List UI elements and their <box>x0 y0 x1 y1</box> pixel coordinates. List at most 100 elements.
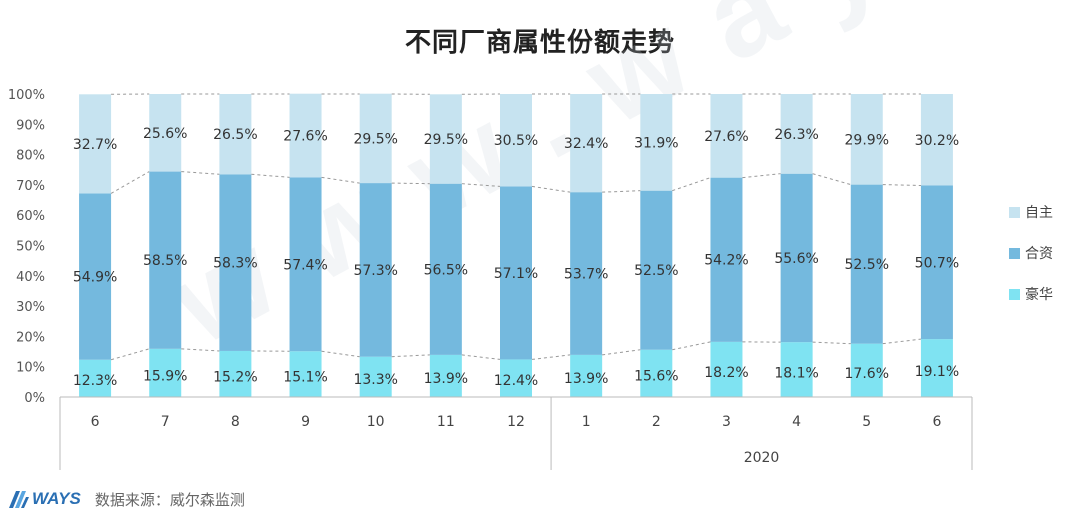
x-tick-label: 9 <box>301 414 310 430</box>
legend-swatch-豪华 <box>1009 289 1020 300</box>
data-label: 15.6% <box>634 369 678 385</box>
x-tick-label: 6 <box>91 414 100 430</box>
data-label: 13.9% <box>424 371 468 387</box>
y-tick-label: 40% <box>16 270 45 285</box>
footer: WAYS 数据来源：威尔森监测 <box>8 484 245 514</box>
x-tick-label: 11 <box>437 414 455 430</box>
bar-segment-豪华 <box>149 348 182 397</box>
data-label: 17.6% <box>845 366 889 382</box>
data-label: 57.4% <box>283 257 327 273</box>
y-tick-label: 60% <box>16 209 45 224</box>
bar-segment-豪华 <box>850 343 883 397</box>
x-tick-label: 8 <box>231 414 240 430</box>
bar-segment-合资 <box>500 186 532 360</box>
data-label: 54.2% <box>704 253 748 269</box>
x-tick-label: 4 <box>792 414 801 430</box>
series-connector-line <box>110 338 921 361</box>
data-label: 57.1% <box>494 266 538 282</box>
data-label: 58.3% <box>213 256 257 272</box>
bar-segment-合资 <box>289 177 322 352</box>
bar-segment-豪华 <box>570 354 603 397</box>
data-label: 26.3% <box>774 127 818 143</box>
bar-segment-合资 <box>710 177 743 342</box>
ways-logo-icon <box>9 491 29 508</box>
data-label: 29.5% <box>424 132 468 148</box>
series-connector-line <box>110 171 921 194</box>
chart-title: 不同厂商属性份额走势 <box>404 28 675 58</box>
bar-segment-合资 <box>219 174 252 351</box>
data-label: 18.1% <box>774 365 818 381</box>
bar-segment-豪华 <box>359 356 392 397</box>
data-label: 50.7% <box>915 255 959 271</box>
data-label: 13.9% <box>564 371 608 387</box>
bar-segment-合资 <box>149 171 182 349</box>
x-tick-label: 2 <box>652 414 661 430</box>
data-label: 15.2% <box>213 369 257 385</box>
bar-segment-豪华 <box>219 350 252 397</box>
legend-swatch-自主 <box>1009 207 1020 218</box>
bar-segment-合资 <box>920 185 953 340</box>
data-label: 30.2% <box>915 133 959 149</box>
year-group-label: 2020 <box>744 450 780 466</box>
data-label: 56.5% <box>424 262 468 278</box>
bar-segment-自主 <box>149 94 182 172</box>
data-label: 31.9% <box>634 135 678 151</box>
data-label: 58.5% <box>143 253 187 269</box>
data-label: 12.4% <box>494 373 538 389</box>
data-label: 18.2% <box>704 365 748 381</box>
bar-segment-自主 <box>500 94 532 187</box>
bar-segment-合资 <box>850 184 883 344</box>
y-tick-label: 80% <box>16 149 45 164</box>
data-label: 27.6% <box>283 129 327 145</box>
y-tick-label: 70% <box>16 179 45 194</box>
bar-segment-豪华 <box>780 342 813 397</box>
data-label: 27.6% <box>704 129 748 145</box>
data-label: 15.9% <box>143 368 187 384</box>
data-label: 32.4% <box>564 136 608 152</box>
x-tick-label: 7 <box>161 414 170 430</box>
y-tick-label: 90% <box>16 118 45 133</box>
bar-segment-自主 <box>640 94 673 191</box>
bar-segment-豪华 <box>79 359 112 397</box>
bar-segment-合资 <box>570 192 603 355</box>
data-label: 55.6% <box>774 251 818 267</box>
data-label: 30.5% <box>494 133 538 149</box>
data-source: 数据来源：威尔森监测 <box>94 490 245 509</box>
data-label: 25.6% <box>143 126 187 142</box>
bar-segment-豪华 <box>289 351 322 397</box>
legend-label: 合资 <box>1025 246 1053 262</box>
bar-segment-自主 <box>920 94 953 186</box>
data-label: 32.7% <box>73 137 117 153</box>
bar-segment-合资 <box>780 173 813 343</box>
y-tick-label: 100% <box>8 88 45 103</box>
data-label: 29.9% <box>845 132 889 148</box>
data-label: 53.7% <box>564 267 608 283</box>
y-tick-label: 20% <box>16 330 45 345</box>
legend-label: 豪华 <box>1025 287 1053 303</box>
bar-segment-自主 <box>780 94 813 174</box>
x-tick-label: 5 <box>862 414 871 430</box>
data-label: 54.9% <box>73 270 117 286</box>
data-label: 26.5% <box>213 127 257 143</box>
bar-segment-自主 <box>850 94 883 185</box>
y-tick-label: 30% <box>16 300 45 315</box>
data-label: 12.3% <box>73 373 117 389</box>
bar-segment-豪华 <box>710 341 743 397</box>
x-tick-label: 1 <box>582 414 591 430</box>
legend-swatch-合资 <box>1009 248 1020 259</box>
ways-logo: WAYS <box>8 489 81 509</box>
bar-segment-自主 <box>79 94 112 194</box>
bar-segment-合资 <box>640 190 673 350</box>
bar-segment-自主 <box>429 94 462 184</box>
bar-segment-自主 <box>710 94 743 178</box>
x-tick-label: 10 <box>367 414 385 430</box>
x-tick-label: 12 <box>507 414 525 430</box>
bar-segment-自主 <box>570 94 603 193</box>
data-label: 52.5% <box>845 257 889 273</box>
y-tick-label: 0% <box>24 391 45 406</box>
bar-segment-合资 <box>429 183 462 355</box>
bar-segment-自主 <box>289 93 322 178</box>
logo-text: WAYS <box>32 489 81 508</box>
legend-label: 自主 <box>1025 205 1053 221</box>
